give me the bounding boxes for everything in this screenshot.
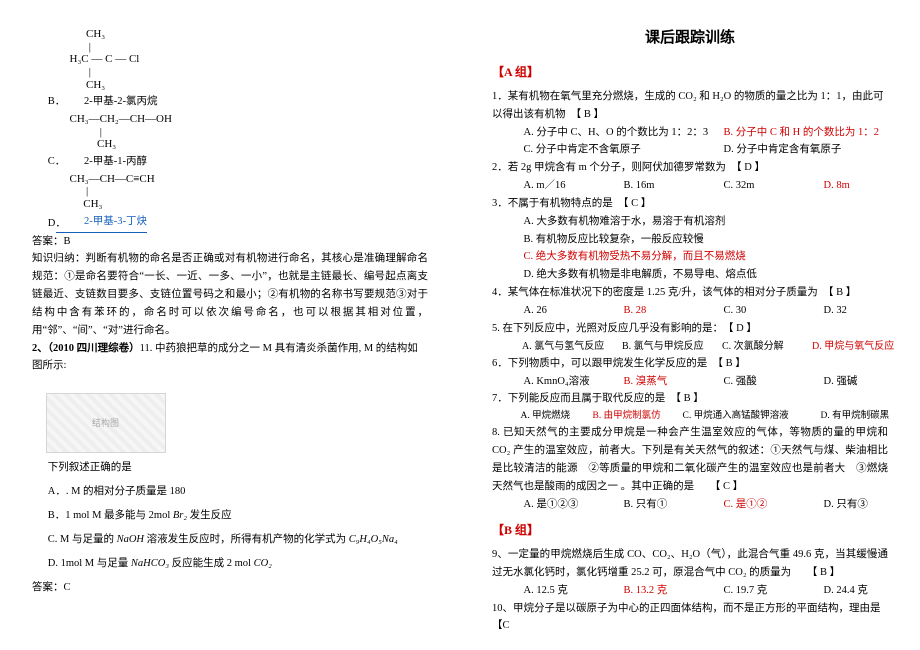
left-column: CH₃ | H₃C — C — Cl | CH₃ B． 2-甲基-2-氯丙烷 C… [0, 0, 460, 645]
group-b-label: 【B 组】 [492, 520, 888, 540]
opt-c-name: 2-甲基-1-丙醇 [56, 153, 147, 171]
opt-b-name: 2-甲基-2-氯丙烷 [56, 93, 158, 111]
answer-1: 答案：B [32, 233, 428, 251]
q7: 7．下列能反应而且属于取代反应的是 【 B 】 [492, 390, 888, 408]
struct-d: CH₃—CH—C≡CH | CH₃ [32, 171, 428, 213]
right-column: 课后跟踪训练 【A 组】 1．某有机物在氧气里充分燃烧，生成的 CO₂ 和 H₂… [460, 0, 920, 645]
q7-opts: A. 甲烷燃烧 B. 由甲烷制氯仿 C. 甲烷通入高锰酸钾溶液 D. 有甲烷制碳… [492, 408, 888, 424]
q3b: B. 有机物反应比较复杂，一般反应较慢 [492, 231, 888, 249]
answer-2: 答案：C [32, 579, 428, 597]
opt-b-label: B． [32, 93, 56, 111]
q8: 8. 已知天然气的主要成分甲烷是一种会产生温室效应的气体，等物质的量的甲烷和 C… [492, 424, 888, 495]
structure-figure: 结构图 [46, 393, 166, 453]
q3d: D. 绝大多数有机物是非电解质，不易导电、熔点低 [492, 266, 888, 284]
q9: 9、一定量的甲烷燃烧后生成 CO、CO₂、H₂O（气），此混合气重 49.6 克… [492, 546, 888, 582]
struct-c: CH₃—CH₂—CH—OH | CH₃ [32, 111, 428, 153]
q8-opts: A. 是①②③ B. 只有① C. 是①② D. 只有③ [492, 496, 888, 514]
q4: 4．某气体在标准状况下的密度是 1.25 克/升，该气体的相对分子质量为 【 B… [492, 284, 888, 302]
q4-opts: A. 26 B. 28 C. 30 D. 32 [492, 302, 888, 320]
q1: 1．某有机物在氧气里充分燃烧，生成的 CO₂ 和 H₂O 的物质的量之比为 1：… [492, 88, 888, 124]
opt-d-name: 2-甲基-3-丁炔 [56, 213, 147, 233]
opt-a: A．. M 的相对分子质量是 180 [32, 483, 428, 501]
q10: 10、甲烷分子是以碳原子为中心的正四面体结构，而不是正方形的平面结构，理由是【C [492, 600, 888, 636]
stem3: 下列叙述正确的是 [32, 459, 428, 477]
group-a-label: 【A 组】 [492, 62, 888, 82]
opt-c2: C. M 与足量的 NaOH 溶液发生反应时，所得有机产物的化学式为 C₉H₄O… [32, 531, 428, 549]
knowledge-guide: 知识归纳：判断有机物的命名是否正确或对有机物进行命名，其核心是准确理解命名规范：… [32, 250, 428, 339]
opt-c-label: C． [32, 153, 56, 171]
page-title: 课后跟踪训练 [492, 26, 888, 52]
q9-opts: A. 12.5 克 B. 13.2 克 C. 19.7 克 D. 24.4 克 [492, 582, 888, 600]
opt-b2: B．1 mol M 最多能与 2mol Br₂ 发生反应 [32, 507, 428, 525]
q2r: 2．若 2g 甲烷含有 m 个分子，则阿伏加德罗常数为 【 D 】 [492, 159, 888, 177]
q2-opts: A. m／16 B. 16m C. 32m D. 8m [492, 177, 888, 195]
q2: 2、（2010 四川理综卷）11. 中药狼把草的成分之一 M 具有清炎杀菌作用,… [32, 340, 428, 376]
q6-opts: A. KmnO₄溶液 B. 溴蒸气 C. 强酸 D. 强碱 [492, 373, 888, 391]
q3c: C. 绝大多数有机物受热不易分解，而且不易燃烧 [492, 248, 888, 266]
opt-d2: D. 1mol M 与足量 NaHCO₃ 反应能生成 2 mol CO₂ [32, 555, 428, 573]
opt-d-label: D． [32, 215, 56, 233]
q6: 6．下列物质中，可以跟甲烷发生化学反应的是 【 B 】 [492, 355, 888, 373]
q3: 3．不属于有机物特点的是 【 C 】 [492, 195, 888, 213]
q2-source: 2、（2010 四川理综卷） [32, 343, 140, 354]
q1-row1: A. 分子中 C、H、O 的个数比为 1：2：3B. 分子中 C 和 H 的个数… [492, 124, 888, 142]
q5-opts: A. 氯气与氢气反应 B. 氯气与甲烷反应 C. 次氯酸分解 D. 甲烷与氧气反… [492, 338, 888, 355]
q3a: A. 大多数有机物难溶于水，易溶于有机溶剂 [492, 213, 888, 231]
q1-row2: C. 分子中肯定不含氧原子D. 分子中肯定含有氧原子 [492, 141, 888, 159]
q5: 5. 在下列反应中，光照对反应几乎没有影响的是： 【 D 】 [492, 320, 888, 338]
struct-b: CH₃ | H₃C — C — Cl | CH₃ [32, 26, 428, 93]
